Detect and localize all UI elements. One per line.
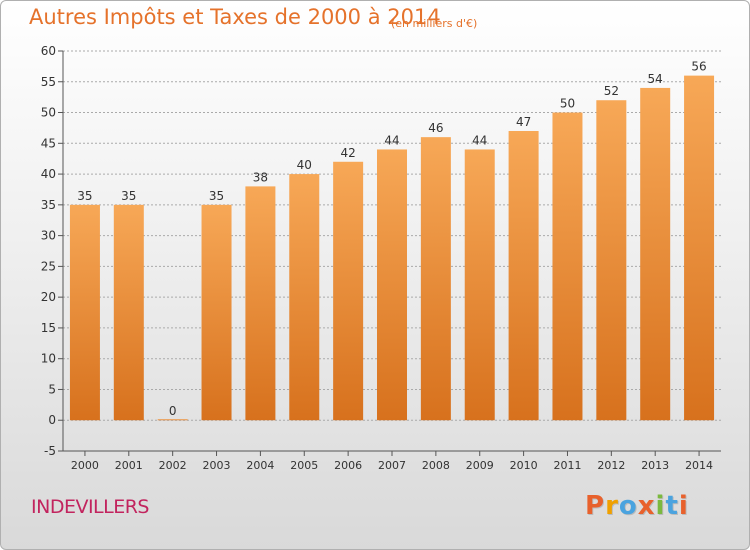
bar bbox=[596, 100, 627, 421]
bar bbox=[157, 419, 188, 421]
y-tick-label: 55 bbox=[41, 75, 56, 89]
x-tick-label: 2005 bbox=[290, 459, 318, 472]
y-tick-label: 20 bbox=[41, 290, 56, 304]
x-tick-label: 2007 bbox=[378, 459, 406, 472]
logo-letter: i bbox=[655, 491, 666, 521]
bar bbox=[201, 204, 232, 421]
x-tick-label: 2002 bbox=[159, 459, 187, 472]
bar bbox=[245, 186, 276, 421]
bar bbox=[377, 149, 407, 421]
bar bbox=[552, 112, 583, 421]
y-tick-label: 30 bbox=[41, 229, 56, 243]
x-tick-label: 2010 bbox=[510, 459, 538, 472]
axes: -5 0 5 10 15 20 25 30 35 40 45 50 55 60 2000 2001 2002 20… bbox=[41, 44, 721, 472]
x-tick-label: 2014 bbox=[685, 459, 713, 472]
data-label: 44 bbox=[472, 133, 487, 147]
y-tick-label: 60 bbox=[41, 44, 56, 58]
chart-unit-label: (en milliers d'€) bbox=[391, 17, 478, 30]
y-tick-label: 50 bbox=[41, 106, 56, 120]
y-tick-label: 40 bbox=[41, 167, 56, 181]
data-label: 46 bbox=[428, 121, 443, 135]
logo-letter: o bbox=[618, 491, 638, 521]
y-tick-label: 45 bbox=[41, 136, 56, 150]
place-name: INDEVILLERS bbox=[31, 496, 150, 518]
bar bbox=[464, 149, 495, 421]
data-label: 44 bbox=[384, 133, 399, 147]
bars bbox=[69, 75, 715, 421]
y-tick-label: 25 bbox=[41, 259, 56, 273]
x-tick-label: 2001 bbox=[115, 459, 143, 472]
data-label: 47 bbox=[516, 115, 531, 129]
bar bbox=[333, 161, 364, 421]
data-labels: 35 35 0 35 38 40 42 44 46 44 47 50 52 54 56 bbox=[77, 60, 706, 419]
logo-letter: i bbox=[678, 491, 689, 521]
data-label: 50 bbox=[560, 97, 575, 111]
x-tick-label: 2006 bbox=[334, 459, 362, 472]
data-label: 35 bbox=[209, 189, 224, 203]
data-label: 35 bbox=[121, 189, 136, 203]
bar bbox=[684, 75, 715, 421]
logo-letter: P bbox=[585, 491, 606, 521]
logo-letter: r bbox=[605, 491, 619, 521]
bar bbox=[508, 131, 539, 421]
logo-letter: t bbox=[665, 491, 679, 521]
data-label: 54 bbox=[648, 72, 663, 86]
y-tick-label: 0 bbox=[48, 413, 56, 427]
data-label: 52 bbox=[604, 84, 619, 98]
x-tick-label: 2013 bbox=[641, 459, 669, 472]
y-tick-label: 35 bbox=[41, 198, 56, 212]
x-tick-label: 2000 bbox=[71, 459, 99, 472]
x-tick-label: 2003 bbox=[203, 459, 231, 472]
x-tick-label: 2012 bbox=[597, 459, 625, 472]
data-label: 35 bbox=[77, 189, 92, 203]
x-tick-label: 2009 bbox=[466, 459, 494, 472]
y-tick-label: 10 bbox=[41, 352, 56, 366]
y-tick-label: 5 bbox=[48, 382, 56, 396]
data-label: 38 bbox=[253, 170, 268, 184]
logo-letter: x bbox=[637, 491, 656, 521]
bar bbox=[640, 87, 671, 421]
x-tick-label: 2008 bbox=[422, 459, 450, 472]
bar bbox=[289, 174, 320, 421]
bar bbox=[69, 204, 100, 421]
x-tick-label: 2011 bbox=[553, 459, 581, 472]
proxiti-logo: Proxiti bbox=[585, 491, 689, 521]
data-label: 56 bbox=[691, 60, 706, 74]
bar bbox=[420, 137, 451, 421]
y-tick-label: 15 bbox=[41, 321, 56, 335]
data-label: 0 bbox=[169, 404, 177, 418]
data-label: 40 bbox=[297, 158, 312, 172]
bar bbox=[113, 204, 144, 421]
data-label: 42 bbox=[340, 146, 355, 160]
x-tick-label: 2004 bbox=[246, 459, 274, 472]
y-tick-label: -5 bbox=[44, 444, 56, 458]
chart-title: Autres Impôts et Taxes de 2000 à 2014 bbox=[29, 5, 441, 29]
